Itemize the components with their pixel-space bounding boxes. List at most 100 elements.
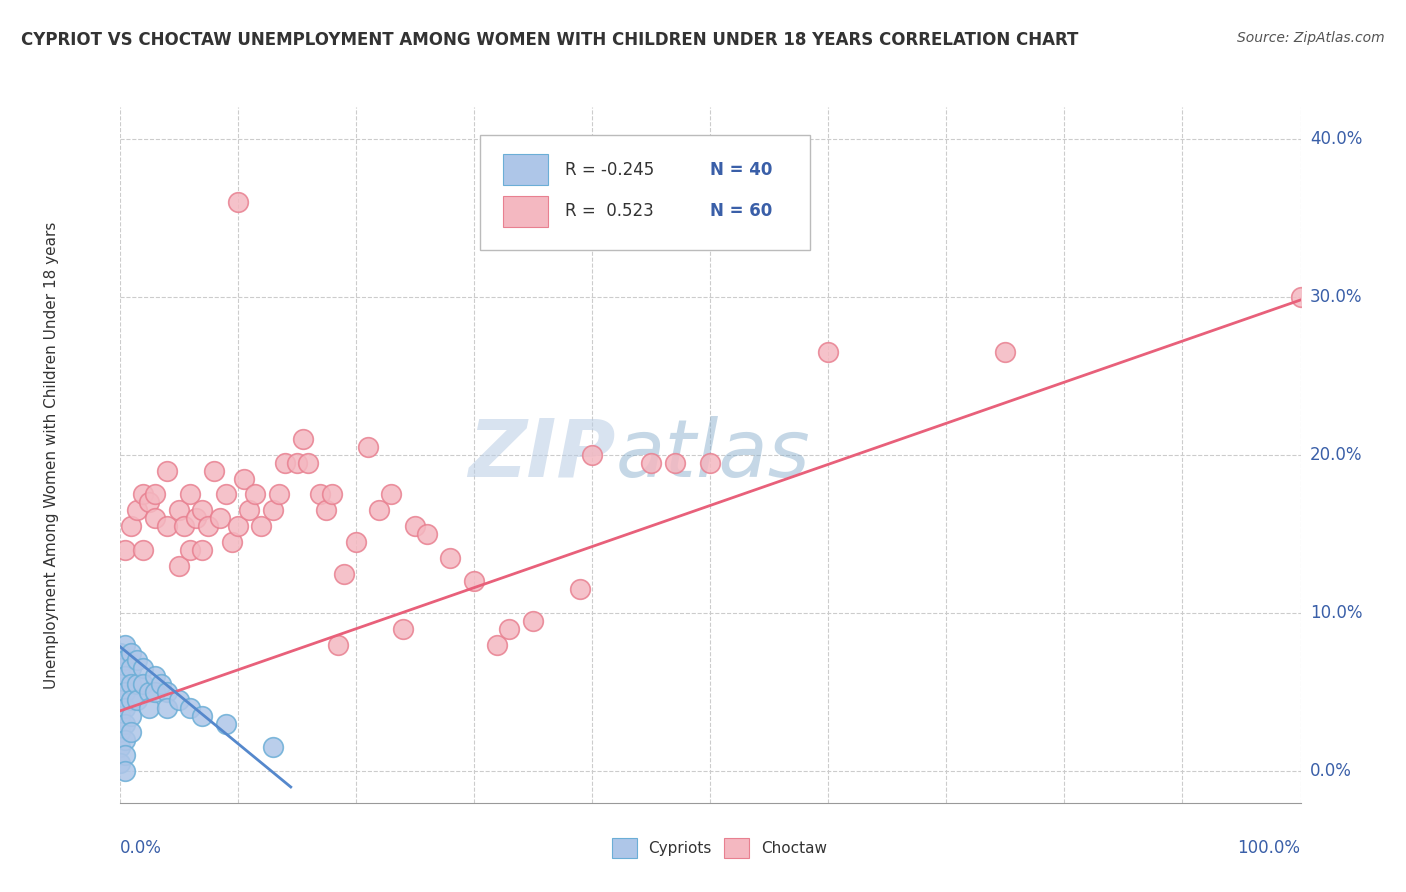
Point <box>132 487 155 501</box>
Point <box>120 677 142 691</box>
Point <box>274 456 297 470</box>
Point <box>138 495 160 509</box>
Point <box>167 693 190 707</box>
Point <box>486 638 509 652</box>
Point <box>114 732 136 747</box>
Point <box>120 693 142 707</box>
Point <box>267 487 290 501</box>
Point <box>120 708 142 723</box>
Point <box>817 345 839 359</box>
Point <box>262 503 284 517</box>
Text: Choctaw: Choctaw <box>761 841 827 855</box>
Point <box>344 534 367 549</box>
Point <box>664 456 686 470</box>
Point <box>245 487 267 501</box>
Text: R =  0.523: R = 0.523 <box>565 202 654 220</box>
Text: 0.0%: 0.0% <box>120 839 162 857</box>
Text: 10.0%: 10.0% <box>1310 604 1362 622</box>
Point <box>221 534 243 549</box>
Point <box>156 464 179 478</box>
Point <box>179 542 201 557</box>
Point <box>321 487 343 501</box>
Point <box>108 646 131 660</box>
Point <box>463 574 485 589</box>
Text: 30.0%: 30.0% <box>1310 288 1362 306</box>
Text: 0.0%: 0.0% <box>1310 762 1353 780</box>
Point <box>191 503 214 517</box>
Point <box>191 708 214 723</box>
Point <box>108 693 131 707</box>
Point <box>179 487 201 501</box>
Point <box>120 724 142 739</box>
Point <box>143 511 166 525</box>
Point <box>114 653 136 667</box>
Point <box>326 638 349 652</box>
Point <box>114 701 136 715</box>
Point <box>167 558 190 573</box>
Point <box>1289 290 1312 304</box>
Point <box>143 487 166 501</box>
Point <box>439 550 461 565</box>
Bar <box>724 838 749 858</box>
Point <box>640 456 662 470</box>
Point <box>132 677 155 691</box>
Text: 40.0%: 40.0% <box>1310 129 1362 148</box>
Bar <box>503 154 548 185</box>
Point <box>415 527 437 541</box>
Point <box>250 519 273 533</box>
Text: Cypriots: Cypriots <box>648 841 711 855</box>
Point <box>156 519 179 533</box>
Point <box>309 487 332 501</box>
Point <box>120 661 142 675</box>
Point <box>392 622 415 636</box>
Point <box>191 542 214 557</box>
Point <box>994 345 1017 359</box>
Point <box>108 756 131 771</box>
Text: N = 40: N = 40 <box>710 161 772 178</box>
Point <box>114 685 136 699</box>
Point <box>404 519 426 533</box>
Point <box>114 716 136 731</box>
Text: 100.0%: 100.0% <box>1237 839 1301 857</box>
Point <box>108 724 131 739</box>
Point <box>297 456 319 470</box>
Point <box>114 638 136 652</box>
Point <box>699 456 721 470</box>
Point <box>581 448 603 462</box>
Text: Source: ZipAtlas.com: Source: ZipAtlas.com <box>1237 31 1385 45</box>
Point <box>138 701 160 715</box>
Point <box>197 519 219 533</box>
Point <box>132 661 155 675</box>
Text: Unemployment Among Women with Children Under 18 years: Unemployment Among Women with Children U… <box>44 221 59 689</box>
Point <box>108 661 131 675</box>
FancyBboxPatch shape <box>479 135 810 250</box>
Point <box>108 677 131 691</box>
Point <box>108 708 131 723</box>
Point <box>208 511 231 525</box>
Point <box>167 503 190 517</box>
Point <box>186 511 208 525</box>
Text: R = -0.245: R = -0.245 <box>565 161 654 178</box>
Point <box>127 693 149 707</box>
Point <box>143 669 166 683</box>
Point <box>226 194 249 209</box>
Point <box>232 472 254 486</box>
Point <box>127 503 149 517</box>
Point <box>127 677 149 691</box>
Point <box>143 685 166 699</box>
Point <box>127 653 149 667</box>
Point <box>114 748 136 763</box>
Text: ZIP: ZIP <box>468 416 616 494</box>
Point <box>498 622 520 636</box>
Text: atlas: atlas <box>616 416 810 494</box>
Point <box>132 542 155 557</box>
Text: 20.0%: 20.0% <box>1310 446 1362 464</box>
Point <box>380 487 402 501</box>
Point <box>215 487 238 501</box>
Point <box>522 614 544 628</box>
Point <box>120 646 142 660</box>
Point <box>120 519 142 533</box>
Point <box>569 582 592 597</box>
Point <box>149 677 172 691</box>
Point <box>291 432 314 446</box>
